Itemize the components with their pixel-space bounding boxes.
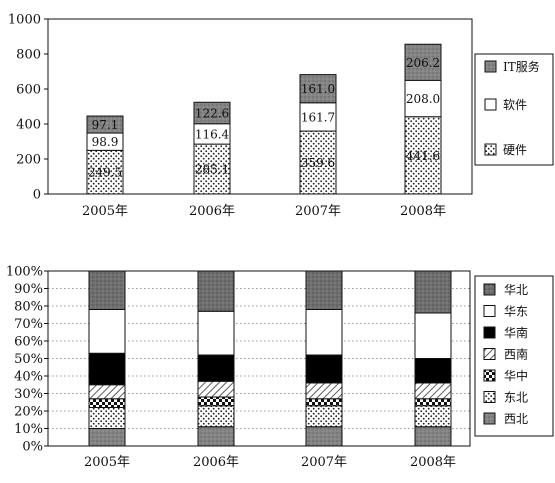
bar-segment	[197, 310, 235, 356]
bar-segment	[305, 309, 343, 356]
legend-swatch	[483, 412, 496, 425]
bar-segment	[299, 74, 337, 104]
y-tick-label: 10%	[14, 422, 43, 437]
bar-segment	[86, 115, 124, 134]
bar-segment	[414, 398, 452, 407]
bar-segment	[197, 354, 235, 382]
y-tick-label: 70%	[14, 317, 43, 332]
bar-segment	[88, 407, 126, 429]
legend-label: 东北	[504, 391, 528, 405]
bar-segment	[299, 102, 337, 132]
y-tick-label: 0%	[22, 440, 43, 455]
legend-label: 硬件	[503, 143, 527, 157]
x-category-label: 2007年	[295, 204, 341, 219]
bar-segment	[88, 398, 126, 408]
y-tick-label: 0	[33, 188, 41, 203]
bar-segment	[197, 396, 235, 407]
y-tick-label: 20%	[14, 405, 43, 420]
legend-swatch	[483, 369, 496, 382]
legend-label: 西北	[504, 412, 528, 426]
bar-segment	[305, 382, 343, 400]
legend-label: 华北	[504, 283, 528, 297]
value-label: 98.9	[92, 135, 119, 149]
legend-swatch	[483, 283, 496, 296]
bar-segment	[404, 79, 442, 118]
bar-segment	[197, 405, 235, 428]
legend-label: 华东	[504, 305, 528, 319]
bar-segment	[404, 43, 442, 81]
legend-label: 华中	[504, 368, 528, 383]
legend-label: 软件	[503, 98, 527, 112]
bar-segment	[88, 270, 126, 310]
value-label: 122.6	[195, 107, 229, 121]
y-tick-label: 50%	[14, 352, 43, 367]
bar-segment	[305, 270, 343, 310]
value-label: 359.6	[301, 156, 335, 170]
bar-segment	[414, 358, 452, 384]
bar-segment	[299, 130, 337, 195]
legend-swatch	[484, 98, 497, 111]
bar-segment	[414, 312, 452, 359]
legend-label: 西南	[504, 347, 528, 362]
y-tick-label: 400	[16, 118, 41, 133]
bar-segment	[414, 405, 452, 428]
legend-swatch	[483, 348, 496, 360]
bar-segment	[193, 101, 231, 125]
value-label: 249.5	[88, 166, 122, 180]
bar-segment	[88, 384, 126, 400]
bar-segment	[88, 428, 126, 447]
bar-segment	[305, 405, 343, 428]
y-tick-label: 100%	[6, 265, 43, 280]
bar-segment	[88, 352, 126, 386]
y-tick-label: 800	[16, 48, 41, 63]
y-tick-label: 90%	[14, 282, 43, 297]
bar-segment	[414, 382, 452, 400]
y-tick-label: 60%	[14, 335, 43, 350]
chart-region-share-stacked-bars: 0% 10% 20% 30% 40% 50% 60% 70% 80% 90% 100% 2005年 20…	[6, 265, 554, 470]
value-label: 285.1	[195, 163, 229, 177]
bar-segment	[197, 426, 235, 447]
legend-swatch	[483, 326, 496, 339]
legend-swatch	[484, 143, 497, 156]
bar-segment	[414, 426, 452, 447]
y-tick-label: 1000	[8, 13, 41, 28]
value-label: 161.7	[301, 110, 335, 124]
bar-segment	[305, 426, 343, 447]
value-label: 208.0	[406, 92, 440, 106]
x-category-label: 2008年	[400, 204, 446, 219]
plot-frame	[47, 18, 473, 195]
value-label: 206.2	[406, 56, 440, 70]
bar-segment	[305, 398, 343, 407]
legend-swatch	[483, 305, 496, 317]
bar-segment	[88, 309, 126, 354]
value-label: 97.1	[92, 118, 119, 132]
value-label: 161.0	[301, 82, 335, 96]
x-category-label: 2008年	[410, 455, 456, 470]
plot-frame	[47, 270, 471, 447]
bar-segment	[197, 270, 235, 312]
value-label: 116.4	[195, 127, 230, 141]
x-category-label: 2005年	[82, 204, 128, 219]
legend-swatch	[484, 60, 497, 73]
x-category-label: 2005年	[84, 455, 130, 470]
y-tick-label: 80%	[14, 300, 43, 315]
bar-segment	[305, 354, 343, 384]
bar-segment	[197, 380, 235, 398]
bar-segment	[414, 270, 452, 314]
x-category-label: 2006年	[189, 204, 235, 219]
chart-revenue-stacked-bars: 0 200 400 600 800 1000 249.5 98.9 97.1 2005年 285.1…	[8, 13, 554, 219]
legend-label: IT服务	[503, 59, 540, 74]
legend-label: 华南	[504, 325, 528, 340]
value-label: 441.6	[406, 149, 440, 163]
x-category-label: 2007年	[301, 455, 347, 470]
y-tick-label: 200	[16, 153, 41, 168]
y-tick-label: 30%	[14, 387, 43, 402]
y-tick-label: 600	[16, 83, 41, 98]
y-tick-label: 40%	[14, 370, 43, 385]
x-category-label: 2006年	[193, 455, 239, 470]
legend-swatch	[483, 391, 496, 403]
